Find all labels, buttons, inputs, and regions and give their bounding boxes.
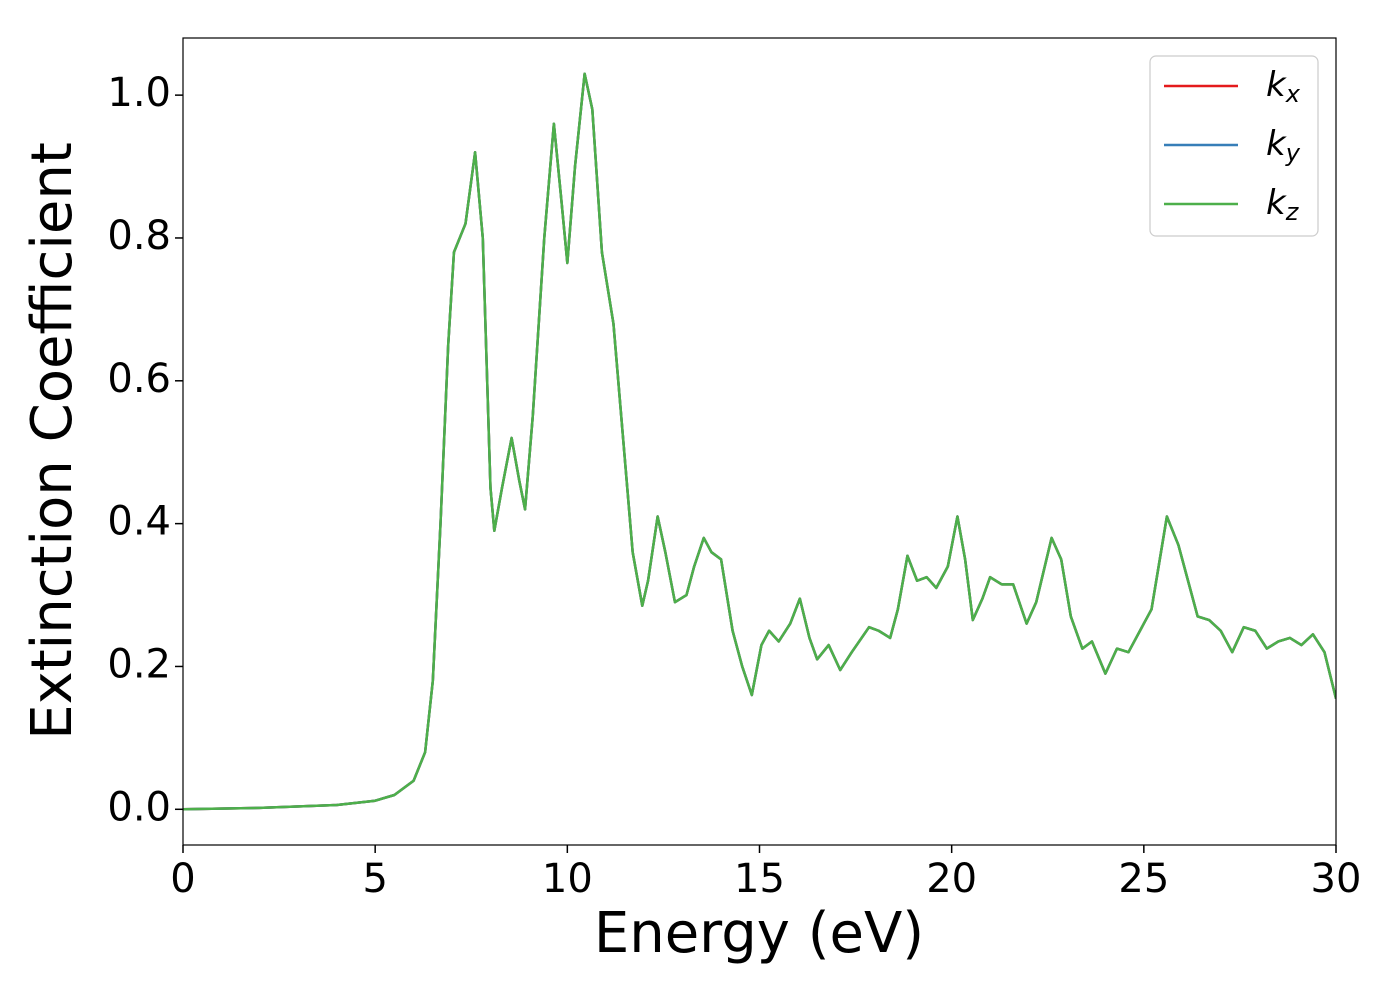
y-tick-label: 0.0 <box>107 784 171 830</box>
legend-label: kx <box>1266 65 1301 109</box>
x-tick-label: 5 <box>362 856 387 902</box>
plot-frame <box>182 37 1337 846</box>
x-tick-label: 20 <box>926 856 977 902</box>
x-tick-label: 30 <box>1311 856 1362 902</box>
y-tick-label: 0.6 <box>107 356 171 402</box>
x-tick-label: 10 <box>542 856 593 902</box>
y-tick-label: 1.0 <box>107 70 171 116</box>
y-axis-label: Extinction Coefficient <box>20 142 85 740</box>
y-tick-label: 0.4 <box>107 499 171 545</box>
y-tick-label: 0.2 <box>107 641 171 687</box>
x-tick-label: 15 <box>734 856 785 902</box>
x-tick-label: 25 <box>1118 856 1169 902</box>
x-axis-label: Energy (eV) <box>594 901 924 966</box>
y-tick-label: 0.8 <box>107 213 171 259</box>
legend-label: ky <box>1266 124 1301 168</box>
x-tick-label: 0 <box>170 856 195 902</box>
legend-label: kz <box>1266 183 1300 227</box>
series-line <box>183 72 1336 811</box>
